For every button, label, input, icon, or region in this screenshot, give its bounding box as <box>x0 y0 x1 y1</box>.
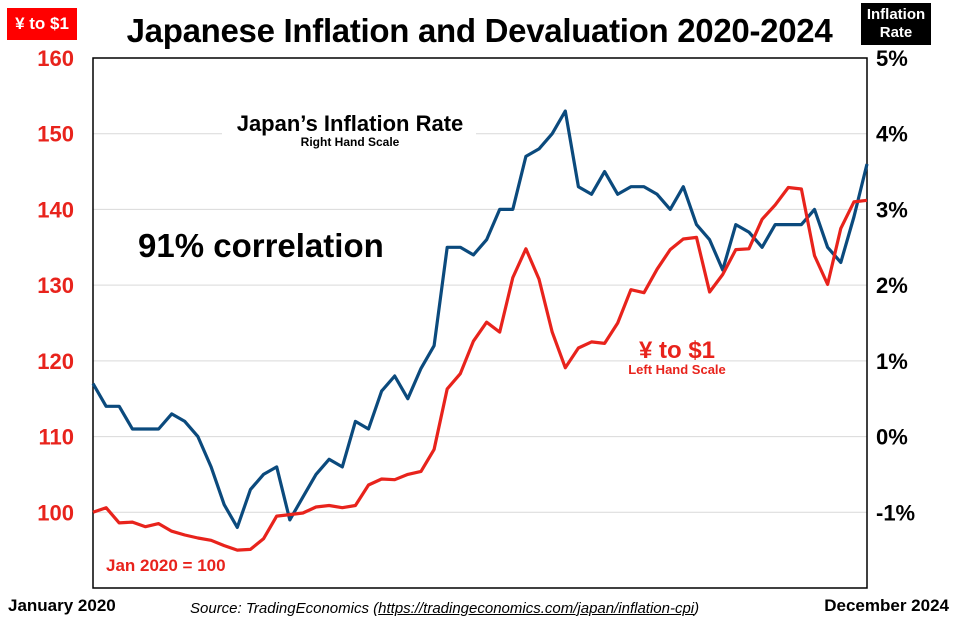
right-tick-label-3: 2% <box>876 273 908 298</box>
plot-frame <box>92 57 868 589</box>
right-axis-badge-line1: Inflation <box>866 6 926 23</box>
inflation-series-label: Japan’s Inflation Rate <box>237 111 464 136</box>
yen-series-label: ¥ to $1 <box>639 337 715 364</box>
yen-series-line <box>92 185 868 552</box>
right-axis-badge-line2: Rate <box>879 24 913 41</box>
source-link[interactable]: https://tradingeconomics.com/japan/infla… <box>378 600 695 617</box>
source-note: Source: TradingEconomics (https://tradin… <box>190 600 699 617</box>
yen-series-sublabel: Left Hand Scale <box>628 362 726 377</box>
right-tick-label-1: 0% <box>876 425 908 450</box>
left-tick-label-2: 120 <box>37 349 74 374</box>
right-tick-label-6: 5% <box>876 46 908 71</box>
correlation-annotation: 91% correlation <box>138 227 384 264</box>
right-tick-label-5: 4% <box>876 122 908 147</box>
left-tick-label-3: 130 <box>37 273 74 298</box>
left-tick-label-0: 100 <box>37 500 74 525</box>
chart-title: Japanese Inflation and Devaluation 2020-… <box>126 12 833 49</box>
right-tick-label-2: 1% <box>876 349 908 374</box>
source-suffix: ) <box>694 600 700 617</box>
left-tick-label-5: 150 <box>37 122 74 147</box>
left-tick-label-1: 110 <box>39 425 75 450</box>
right-tick-label-4: 3% <box>876 197 908 222</box>
left-tick-label-4: 140 <box>37 197 74 222</box>
right-axis-badge: Inflation Rate <box>861 3 931 45</box>
base-note: Jan 2020 = 100 <box>106 556 226 575</box>
source-prefix: Source: TradingEconomics ( <box>190 600 379 617</box>
x-end-label: December 2024 <box>824 596 949 615</box>
right-tick-label-0: -1% <box>876 500 915 525</box>
inflation-series-sublabel: Right Hand Scale <box>301 135 400 149</box>
left-axis-badge-label: ¥ to $1 <box>15 14 69 33</box>
left-tick-label-6: 160 <box>37 46 74 71</box>
inflation-series-line <box>91 109 869 530</box>
left-axis-badge: ¥ to $1 <box>7 8 77 40</box>
inflation-label-backing <box>222 110 476 150</box>
x-start-label: January 2020 <box>8 596 116 615</box>
